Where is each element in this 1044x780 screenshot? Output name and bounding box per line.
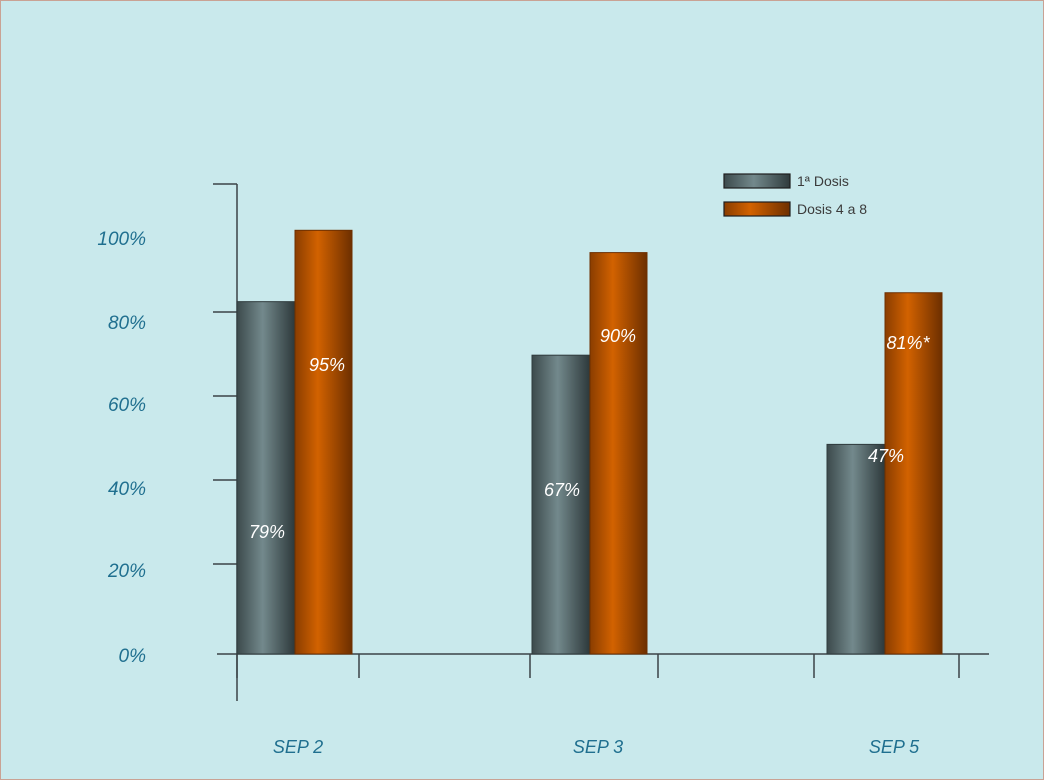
y-tick-label: 80% [108, 313, 146, 334]
data-label: 47% [868, 446, 904, 466]
x-tick-label: SEP 2 [273, 737, 323, 757]
data-label: 90% [600, 326, 636, 346]
x-tick-label: SEP 5 [869, 737, 920, 757]
data-label: 81%* [886, 333, 930, 353]
data-label: 67% [544, 480, 580, 500]
legend-swatch [723, 173, 791, 189]
bars [236, 229, 943, 655]
y-tick-label: 100% [97, 229, 146, 250]
bar-dose-4-to-8-2 [884, 292, 943, 655]
y-tick-label: 20% [107, 561, 146, 582]
x-tick-label: SEP 3 [573, 737, 623, 757]
bar-first-dose-2 [826, 443, 885, 655]
legend-label: 1ª Dosis [797, 173, 849, 189]
legend-label: Dosis 4 a 8 [797, 201, 867, 217]
bar-dose-4-to-8-0 [294, 229, 353, 655]
bar-dose-4-to-8-1 [589, 252, 648, 655]
legend: 1ª Dosis Dosis 4 a 8 [723, 173, 867, 217]
data-label: 79% [249, 522, 285, 542]
y-tick-label: 40% [108, 479, 146, 500]
axes: 0% 20% 40% 60% 80% 100% SEP 2 SEP 3 SEP 5 [97, 183, 989, 757]
y-tick-label: 60% [108, 395, 146, 416]
data-label: 95% [309, 355, 345, 375]
bar-first-dose-1 [531, 354, 590, 655]
data-labels: 79% 67% 47% 95% 90% 81%* [249, 326, 931, 542]
y-tick-label: 0% [119, 646, 147, 667]
bar-first-dose-0 [236, 301, 295, 655]
legend-swatch [723, 201, 791, 217]
